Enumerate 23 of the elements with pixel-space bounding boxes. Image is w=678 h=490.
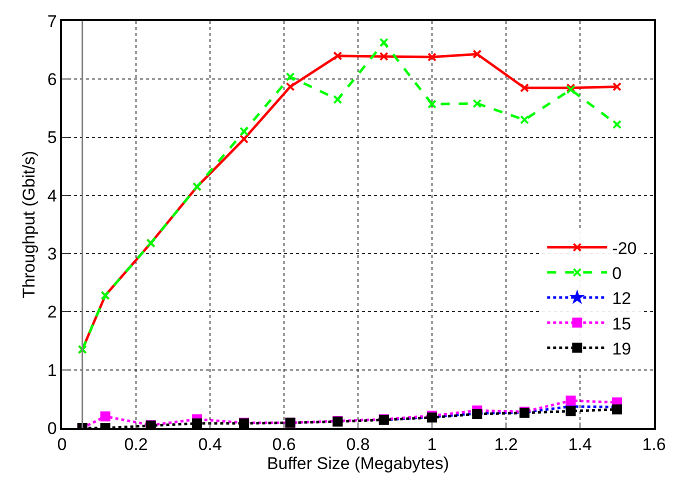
x-tick-label: 0.6 [272, 435, 296, 454]
x-tick-label: 1.4 [568, 435, 592, 454]
x-tick-label: 0.4 [198, 435, 222, 454]
x-axis-title: Buffer Size (Megabytes) [266, 454, 450, 474]
y-tick-label: 7 [47, 12, 57, 31]
legend-label: 12 [612, 289, 632, 308]
y-tick-label: 6 [47, 70, 57, 90]
legend-label: -20 [612, 238, 637, 258]
x-tick-label: 1.6 [642, 435, 666, 454]
legend-label: 19 [612, 339, 632, 358]
legend-label: 15 [612, 314, 632, 334]
y-axis-title: Throughput (Gbit/s) [19, 150, 38, 298]
x-tick-label: 0.2 [124, 435, 148, 454]
y-tick-label: 0 [47, 418, 57, 438]
y-tick-label: 3 [47, 244, 57, 264]
x-tick-label: 0.8 [346, 435, 370, 454]
y-tick-label: 5 [47, 128, 57, 148]
legend-label: 0 [612, 264, 622, 284]
y-tick-label: 4 [47, 186, 57, 206]
x-tick-label: 1.2 [494, 435, 518, 454]
y-tick-label: 1 [47, 360, 57, 380]
x-tick-label: 1 [427, 435, 437, 454]
y-tick-label: 2 [47, 302, 57, 322]
